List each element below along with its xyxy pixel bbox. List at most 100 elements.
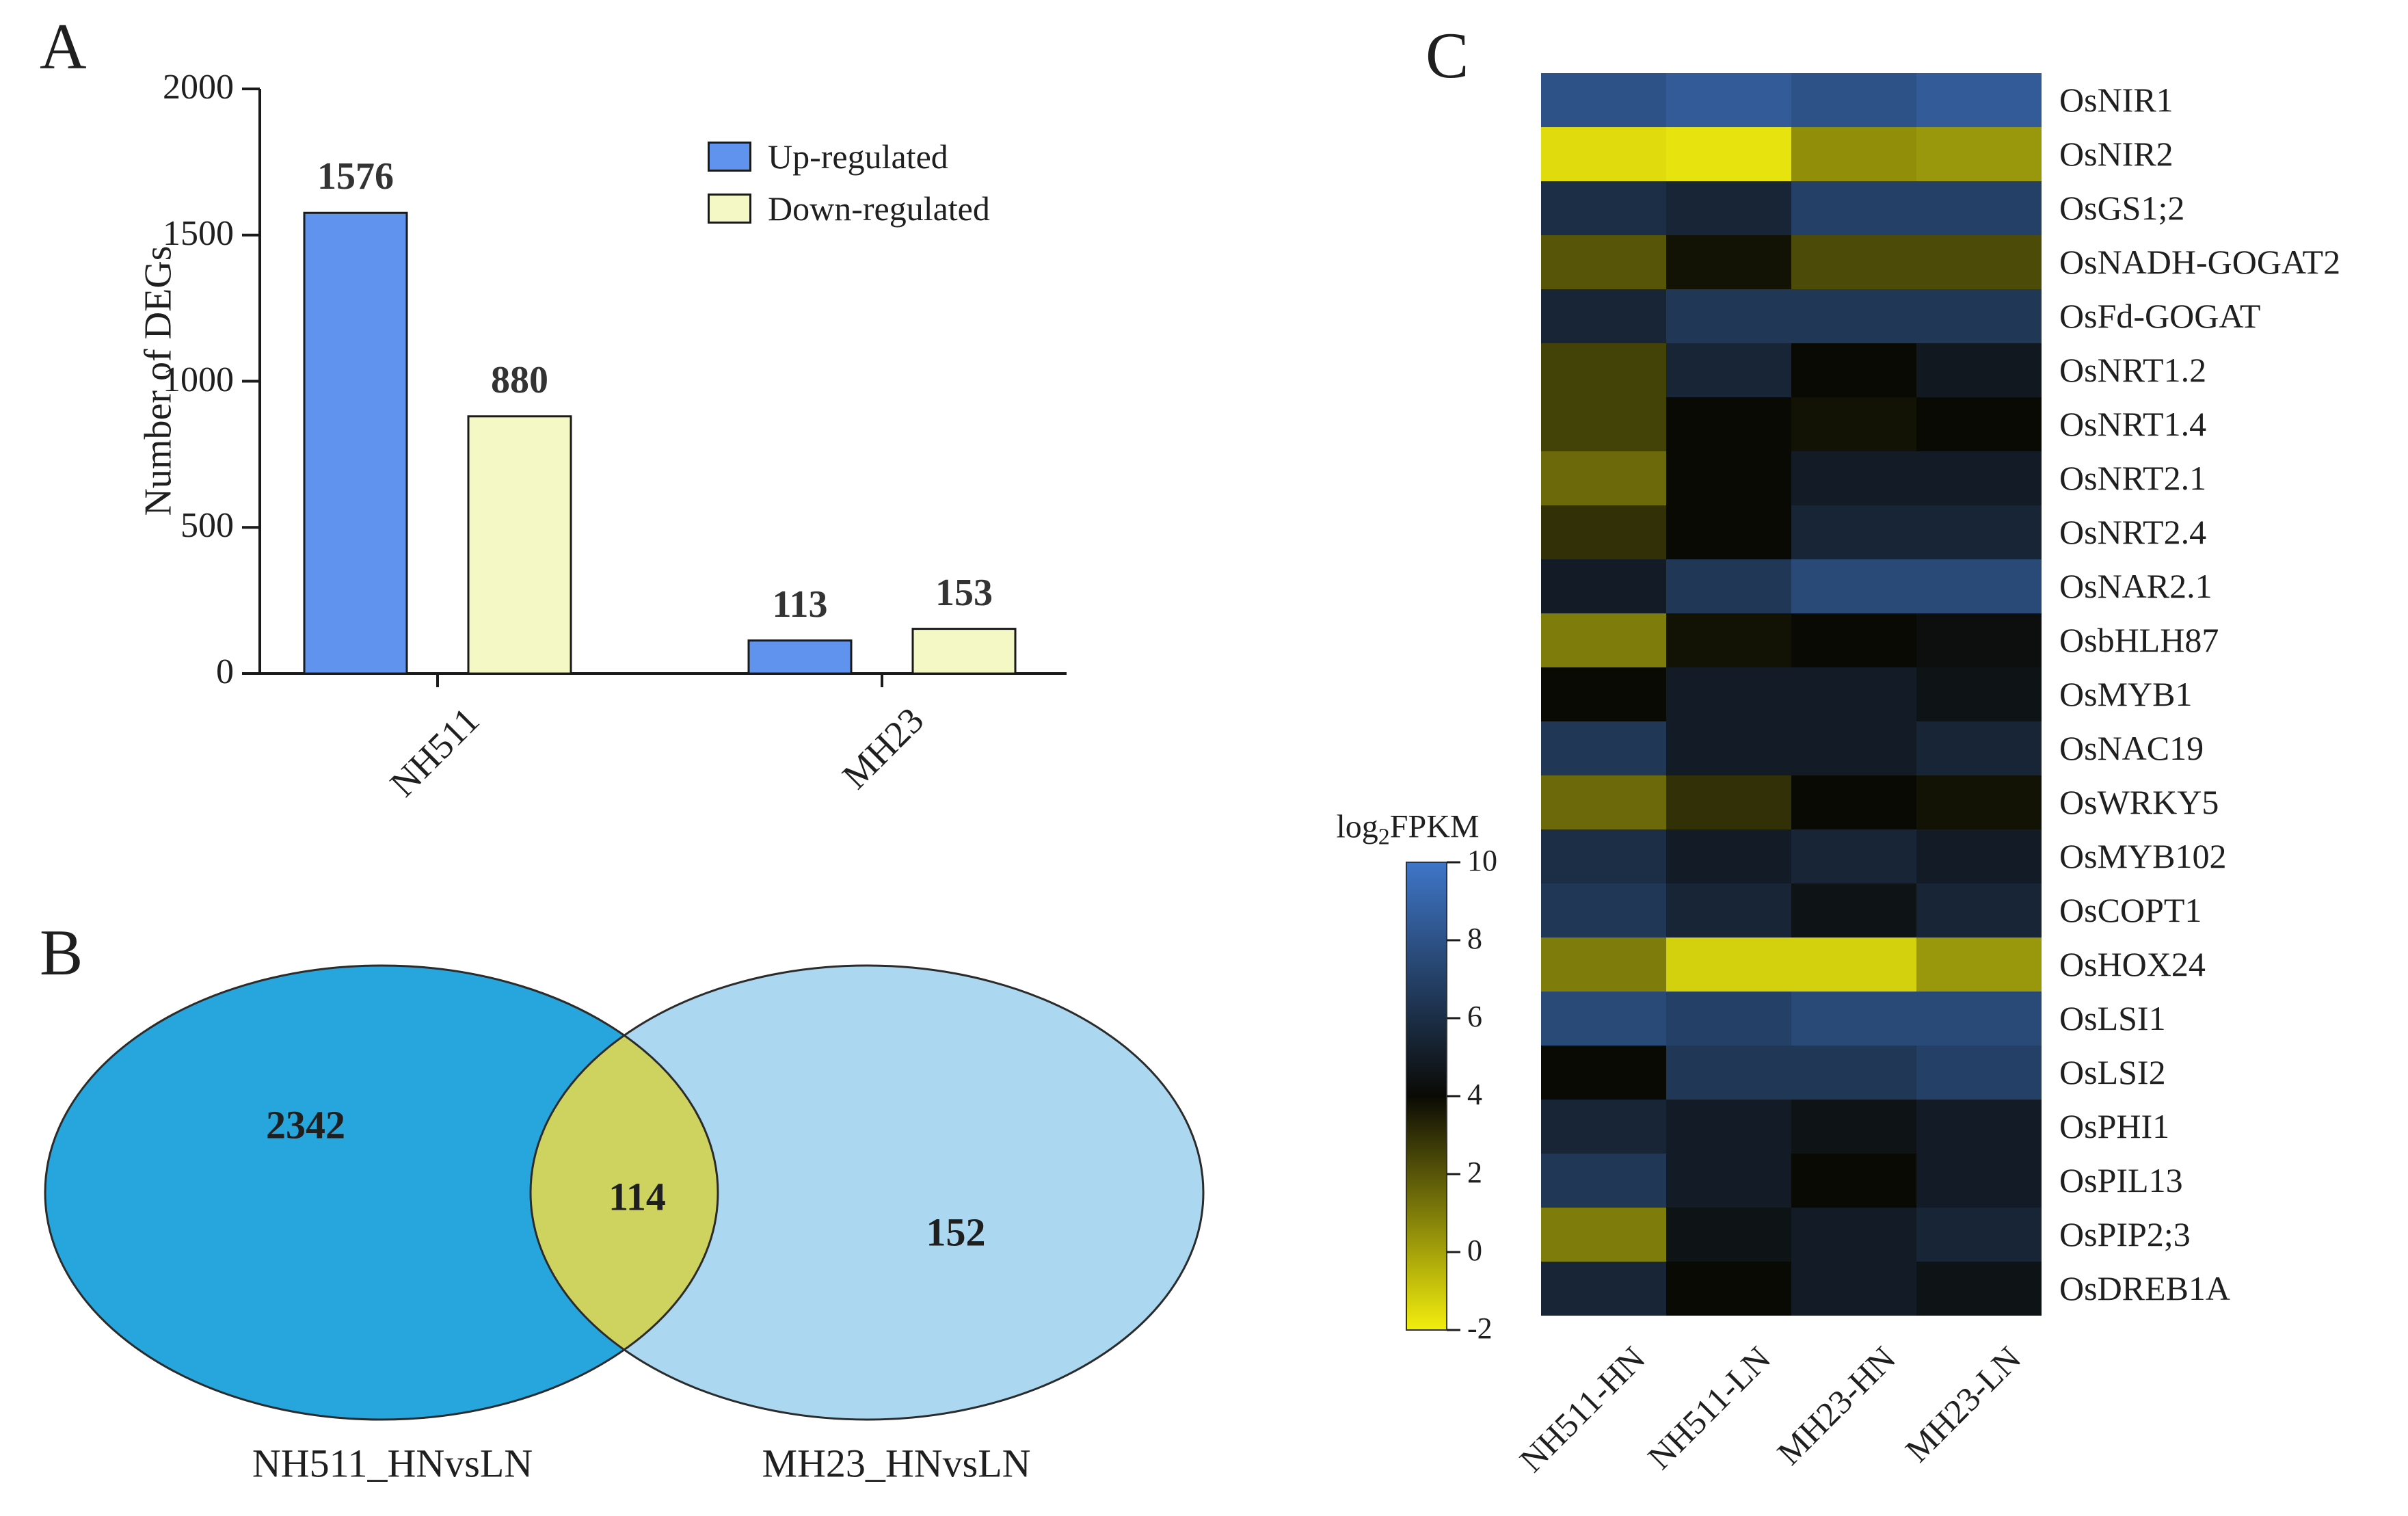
heatmap-column-label: MH23-HN: [1769, 1339, 1903, 1472]
heatmap-cell: [1666, 1154, 1791, 1208]
heatmap-cell: [1916, 1100, 2042, 1154]
heatmap-cell: [1791, 1100, 1916, 1154]
heatmap-cell: [1791, 937, 1916, 992]
heatmap-gene-label: OsPIP2;3: [2059, 1214, 2191, 1253]
heatmap-cell: [1916, 451, 2042, 505]
heatmap-cell: [1791, 721, 1916, 775]
heatmap-cell: [1791, 992, 1916, 1046]
colorbar-title-suffix: FPKM: [1389, 808, 1480, 845]
venn-right-count: 152: [926, 1210, 986, 1255]
heatmap-cell: [1916, 181, 2042, 235]
heatmap-cell: [1791, 1046, 1916, 1100]
heatmap-cell: [1541, 505, 1666, 559]
heatmap-cell: [1541, 1100, 1666, 1154]
heatmap-cell: [1666, 829, 1791, 883]
legend-label-down-regulated: Down-regulated: [768, 189, 990, 228]
heatmap-cell: [1541, 1262, 1666, 1316]
heatmap-cell: [1666, 451, 1791, 505]
bar-MH23-Up-regulated: [747, 639, 853, 675]
heatmap-cell: [1541, 73, 1666, 127]
heatmap-cell: [1541, 667, 1666, 721]
heatmap-cell: [1541, 883, 1666, 937]
heatmap-cell: [1791, 127, 1916, 181]
heatmap-cell: [1916, 1208, 2042, 1262]
bar-y-tick-label: 1500: [163, 213, 234, 253]
venn-right-set-label: MH23_HNvsLN: [762, 1441, 1031, 1486]
heatmap-cell: [1666, 181, 1791, 235]
heatmap-cell: [1666, 559, 1791, 613]
heatmap-gene-label: OsMYB102: [2059, 836, 2227, 875]
heatmap-cell: [1666, 667, 1791, 721]
bar-NH511-Down-regulated: [467, 415, 572, 675]
bar-y-tick-label: 500: [180, 506, 234, 546]
heatmap-cell: [1916, 992, 2042, 1046]
heatmap-cell: [1541, 451, 1666, 505]
heatmap-cell: [1666, 127, 1791, 181]
heatmap-cell: [1791, 559, 1916, 613]
heatmap-gene-label: OsPHI1: [2059, 1106, 2170, 1145]
heatmap-gene-label: OsMYB1: [2059, 674, 2193, 713]
heatmap-cell: [1916, 343, 2042, 397]
heatmap-cell: [1916, 1154, 2042, 1208]
colorbar-tick-label: 6: [1467, 1000, 1482, 1033]
bar-value-label: 113: [772, 583, 828, 626]
heatmap-cell: [1541, 343, 1666, 397]
heatmap-gene-label: OsHOX24: [2059, 944, 2206, 983]
heatmap-cell: [1666, 73, 1791, 127]
heatmap-cell: [1791, 73, 1916, 127]
heatmap-cell: [1541, 235, 1666, 289]
heatmap-cell: [1541, 289, 1666, 343]
heatmap-cell: [1791, 343, 1916, 397]
heatmap-cell: [1666, 235, 1791, 289]
colorbar-tick-label: 10: [1467, 844, 1497, 877]
heatmap-cell: [1666, 721, 1791, 775]
heatmap-gene-label: OsCOPT1: [2059, 890, 2202, 929]
heatmap-gene-label: OsNAR2.1: [2059, 566, 2212, 605]
heatmap-cell: [1541, 937, 1666, 992]
legend-item-down-regulated: Down-regulated: [708, 189, 990, 228]
bar-y-axis-title: Number of DEGs: [137, 245, 180, 516]
heatmap-cell: [1791, 775, 1916, 829]
bar-x-category-label: MH23: [834, 700, 932, 797]
heatmap-cell: [1541, 829, 1666, 883]
heatmap-cell: [1916, 721, 2042, 775]
heatmap-cell: [1541, 127, 1666, 181]
colorbar-tick-label: 8: [1467, 922, 1482, 955]
venn-right-outline: [529, 964, 1205, 1421]
heatmap-gene-label: OsNIR1: [2059, 80, 2173, 119]
heatmap-cell: [1916, 937, 2042, 992]
bar-y-tick-label: 1000: [163, 360, 234, 399]
heatmap-cell: [1791, 505, 1916, 559]
heatmap-gene-label: OsNADH-GOGAT2: [2059, 242, 2341, 281]
heatmap-cell: [1791, 883, 1916, 937]
heatmap-cell: [1666, 1262, 1791, 1316]
heatmap-cell: [1916, 613, 2042, 667]
heatmap-cell: [1541, 1046, 1666, 1100]
heatmap-cell: [1541, 559, 1666, 613]
heatmap-gene-label: OsNRT1.4: [2059, 404, 2207, 443]
heatmap-gene-label: OsNAC19: [2059, 728, 2204, 767]
bar-value-label: 153: [935, 571, 993, 614]
venn-left-outline: [44, 964, 719, 1421]
heatmap-column-label: MH23-LN: [1897, 1339, 2029, 1470]
heatmap-cell: [1916, 667, 2042, 721]
heatmap-cell: [1666, 992, 1791, 1046]
heatmap-cell: [1916, 289, 2042, 343]
heatmap-gene-label: OsNRT2.4: [2059, 512, 2207, 551]
legend-swatch-up-regulated: [708, 142, 751, 172]
heatmap-cell: [1541, 1208, 1666, 1262]
heatmap-cell: [1791, 829, 1916, 883]
heatmap-cell: [1666, 613, 1791, 667]
bar-MH23-Down-regulated: [911, 628, 1017, 675]
panel-a-letter: A: [40, 10, 87, 83]
heatmap-cell: [1541, 775, 1666, 829]
heatmap-cell: [1666, 397, 1791, 451]
heatmap-cell: [1916, 829, 2042, 883]
heatmap-cell: [1541, 181, 1666, 235]
venn-right-ellipse: [531, 966, 1203, 1420]
heatmap-cell: [1791, 397, 1916, 451]
heatmap-cell: [1791, 1262, 1916, 1316]
bar-y-tick-label: 2000: [163, 68, 234, 107]
colorbar-title-subscript: 2: [1378, 824, 1390, 850]
